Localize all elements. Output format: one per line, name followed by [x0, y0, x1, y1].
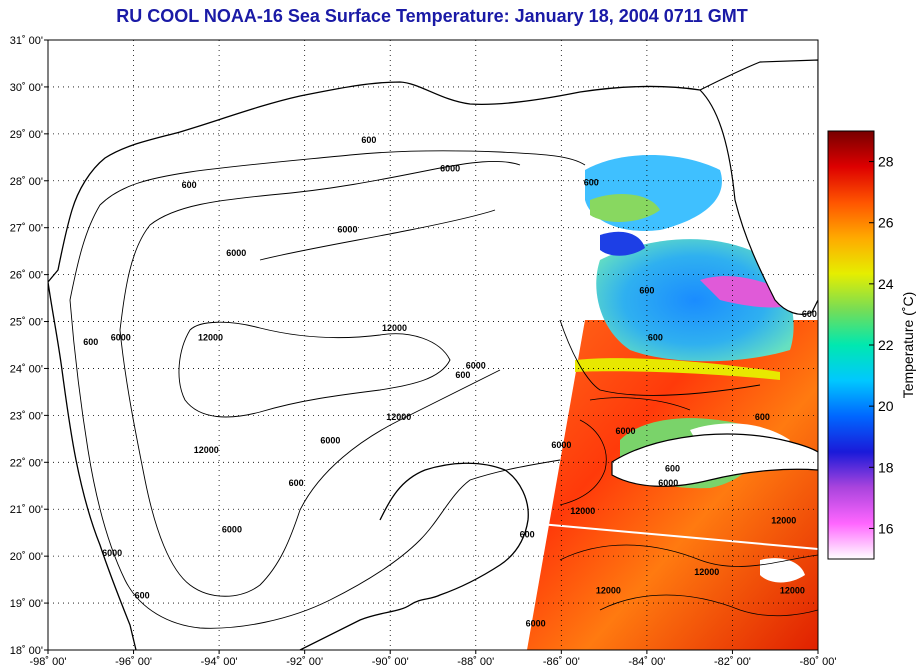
contour-label: 600	[665, 464, 680, 474]
contour-label: 600	[135, 590, 150, 600]
lat-tick-label: 31˚ 00'	[10, 35, 43, 47]
lon-tick-label: -82˚ 00'	[714, 656, 751, 668]
map-frame-border	[47, 39, 819, 651]
latitude-axis: 18˚ 00' 19˚ 00' 20˚ 00' 21˚ 00' 22˚ 00' 23˚ 0…	[10, 35, 48, 657]
lon-tick-label: -80˚ 00'	[800, 656, 837, 668]
colorbar: 16 18 20 22 24 26 28 Temperature (˚C)	[827, 130, 916, 560]
lat-tick-label: 23˚ 00'	[10, 410, 43, 422]
contour-label: 12000	[386, 412, 411, 422]
lon-tick-label: -86˚ 00'	[543, 656, 580, 668]
lon-tick-label: -96˚ 00'	[115, 656, 152, 668]
lon-tick-label: -94˚ 00'	[201, 656, 238, 668]
sst-swath	[48, 59, 818, 650]
contour-label: 600	[361, 135, 376, 145]
map-title: RU COOL NOAA-16 Sea Surface Temperature:…	[116, 6, 748, 26]
contour-label: 600	[639, 285, 654, 295]
lat-tick-label: 20˚ 00'	[10, 551, 43, 563]
colorbar-tick-label: 18	[878, 459, 894, 475]
contour-label: 600	[455, 370, 470, 380]
contour-label: 12000	[694, 567, 719, 577]
contour-label: 12000	[771, 515, 796, 525]
lat-tick-label: 29˚ 00'	[10, 129, 43, 141]
contour-label: 6000	[466, 360, 486, 370]
graticule	[48, 40, 818, 650]
contour-label: 12000	[382, 323, 407, 333]
contour-label: 600	[584, 177, 599, 187]
contour-label: 600	[802, 309, 817, 319]
lat-tick-label: 24˚ 00'	[10, 363, 43, 375]
florida-shelf-cool-water	[596, 239, 794, 362]
contour-label: 600	[182, 180, 197, 190]
contour-label: 6000	[615, 426, 635, 436]
contour-label: 12000	[198, 332, 223, 342]
gulf-coastline	[48, 81, 701, 650]
contour-label: 6000	[102, 548, 122, 558]
contour-label: 12000	[194, 445, 219, 455]
contour-label: 12000	[570, 506, 595, 516]
isobath-12000	[178, 321, 451, 418]
cloud-patch-east	[760, 558, 805, 583]
contour-label: 6000	[337, 224, 357, 234]
contour-label: 6000	[658, 478, 678, 488]
lat-tick-label: 19˚ 00'	[10, 598, 43, 610]
lon-tick-label: -88˚ 00'	[457, 656, 494, 668]
lat-tick-label: 25˚ 00'	[10, 317, 43, 329]
isobath-6000	[119, 160, 521, 597]
lat-tick-label: 27˚ 00'	[10, 223, 43, 235]
yucatan-channel-contours	[559, 397, 691, 506]
yellow-band	[575, 358, 780, 380]
longitude-axis: -98˚ 00' -96˚ 00' -94˚ 00' -92˚ 00' -90˚ 00'…	[30, 650, 837, 668]
northern-green-band	[590, 194, 660, 222]
contour-label: 600	[83, 337, 98, 347]
contour-label: 12000	[780, 586, 805, 596]
colorbar-tick-label: 28	[878, 154, 894, 170]
lat-tick-label: 28˚ 00'	[10, 176, 43, 188]
colorbar-tick-label: 20	[878, 398, 894, 414]
colorbar-tick-label: 26	[878, 215, 894, 231]
lon-tick-label: -98˚ 00'	[30, 656, 67, 668]
lon-tick-label: -90˚ 00'	[372, 656, 409, 668]
colorbar-title: Temperature (˚C)	[900, 292, 916, 399]
colorbar-ticks: 16 18 20 22 24 26 28	[869, 154, 894, 536]
contour-label: 12000	[596, 586, 621, 596]
lat-tick-label: 22˚ 00'	[10, 457, 43, 469]
florida-land	[698, 59, 818, 315]
contour-label: 6000	[440, 163, 460, 173]
contour-label: 6000	[222, 525, 242, 535]
lon-tick-label: -92˚ 00'	[286, 656, 323, 668]
lat-tick-label: 26˚ 00'	[10, 270, 43, 282]
contour-label: 6000	[551, 440, 571, 450]
contour-label: 600	[520, 529, 535, 539]
contour-label: 600	[289, 478, 304, 488]
blue-patch-west	[600, 231, 645, 256]
isobath-600	[69, 150, 761, 629]
lat-tick-label: 21˚ 00'	[10, 504, 43, 516]
lat-tick-label: 18˚ 00'	[10, 645, 43, 657]
colorbar-tick-label: 16	[878, 520, 894, 536]
contour-label: 6000	[226, 248, 246, 258]
colorbar-tick-label: 22	[878, 337, 894, 353]
contour-label: 600	[648, 332, 663, 342]
lat-tick-label: 30˚ 00'	[10, 82, 43, 94]
colorbar-tick-label: 24	[878, 276, 894, 292]
contour-label: 6000	[320, 436, 340, 446]
contour-label: 600	[755, 412, 770, 422]
contour-label: 6000	[526, 619, 546, 629]
contour-label: 6000	[111, 332, 131, 342]
lon-tick-label: -84˚ 00'	[628, 656, 665, 668]
colorbar-ramp	[827, 130, 875, 560]
scanline-gap	[539, 523, 818, 550]
isobath-12000-caribbean	[559, 544, 818, 617]
